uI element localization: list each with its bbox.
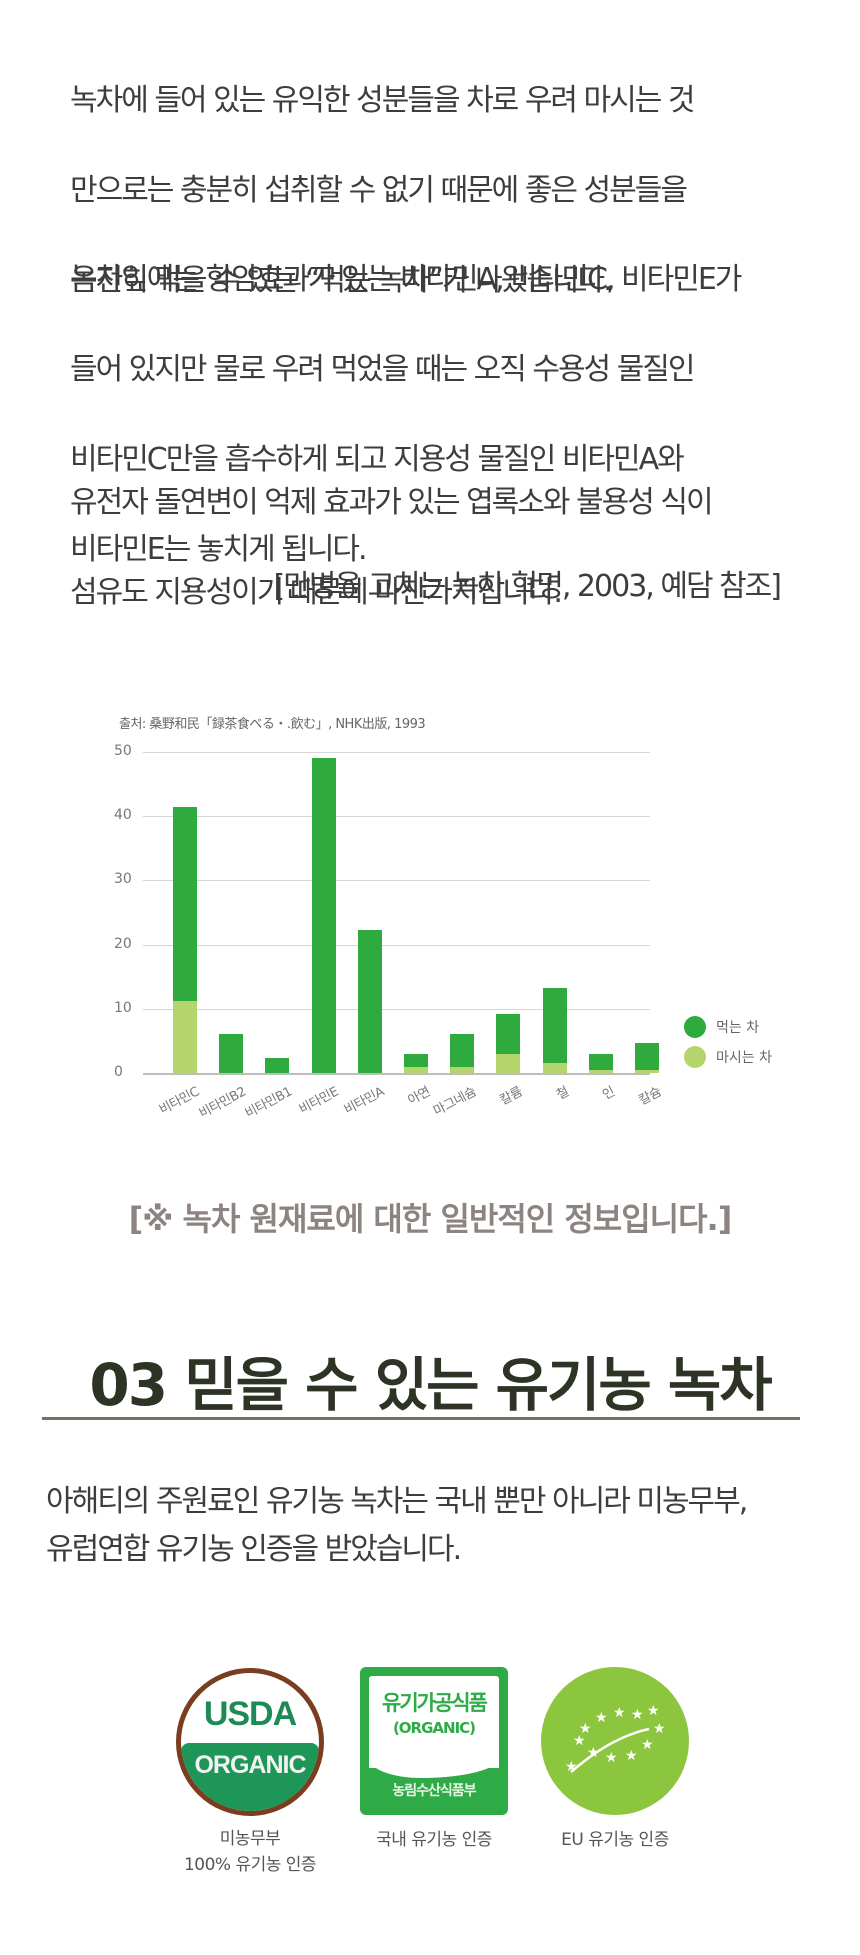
x-tick-label: 칼륨: [498, 1084, 526, 1109]
text-line: 녹차에 들어 있는 유익한 성분들을 차로 우려 마시는 것: [70, 83, 695, 118]
paragraph-vitamins: 녹차잎에는 항암효과가 있는 비타민A, 비타민C, 비타민E가 들어 있지만 …: [70, 212, 742, 617]
cert-label: 국내 유기농 인증: [349, 1827, 519, 1853]
cert-label-line: 미농무부: [219, 1829, 281, 1849]
gridline: [143, 816, 650, 818]
citation: [만병을 고치는 녹차 혁명, 2003, 예담 참조]: [273, 569, 782, 604]
bar-비타민C: [173, 806, 197, 1073]
section-title: 03 믿을 수 있는 유기농 녹차: [89, 1351, 772, 1419]
text-line: 비타민E는 놓치게 됩니다.: [70, 532, 368, 567]
logo-text: (ORGANIC): [392, 1719, 476, 1737]
y-tick-label: 50: [114, 743, 132, 759]
text-line: 섬유도 지용성이기 때문에 마찬가지입니다.: [70, 575, 563, 610]
x-tick-label: 비타민C: [156, 1084, 202, 1118]
y-tick-label: 20: [114, 935, 132, 952]
svg-text:★: ★: [565, 1759, 578, 1775]
logo-text: 유기가공식품: [382, 1691, 488, 1715]
legend-item-drinking-tea: 마시는 차: [684, 1042, 772, 1072]
svg-text:★: ★: [595, 1710, 608, 1726]
bar-칼륨: [496, 1013, 521, 1073]
legend-label: 먹는 차: [716, 1020, 760, 1036]
x-tick-label: 칼슘: [636, 1084, 664, 1109]
svg-text:★: ★: [587, 1745, 600, 1761]
svg-text:★: ★: [605, 1750, 618, 1766]
bar-마그네슘: [450, 1034, 475, 1073]
text-line: 들어 있지만 물로 우려 먹었을 때는 오직 수용성 물질인: [70, 352, 696, 387]
gridline: [143, 1073, 650, 1075]
bar-인: [588, 1054, 613, 1073]
korea-organic-logo-icon: 유기가공식품 (ORGANIC) 농림수산식품부: [360, 1667, 508, 1815]
x-tick-label: 비타민A: [341, 1084, 387, 1118]
x-tick-label: 인: [600, 1084, 618, 1104]
legend-dot-icon: [684, 1016, 706, 1038]
gridline: [143, 880, 650, 882]
gridline: [143, 944, 650, 946]
cert-label-line: 100% 유기농 인증: [183, 1855, 317, 1875]
usda-organic-logo-icon: USDA ORGANIC: [176, 1668, 324, 1816]
bar-아연: [404, 1054, 428, 1073]
svg-text:★: ★: [653, 1721, 666, 1737]
x-tick-label: 비타민E: [296, 1084, 341, 1118]
bar-비타민B2: [219, 1034, 244, 1073]
chart-source: 출처: 桑野和民「録茶食べる・.飲む」, NHK出版, 1993: [119, 717, 426, 732]
legend-dot-icon: [684, 1046, 706, 1068]
svg-text:★: ★: [647, 1703, 660, 1719]
x-tick-label: 철: [554, 1084, 572, 1104]
gridline: [143, 1008, 650, 1010]
x-tick-label: 아연: [405, 1084, 433, 1109]
legend-item-eating-tea: 먹는 차: [684, 1012, 772, 1042]
text-line: 아해티의 주원료인 유기농 녹차는 국내 뿐만 아니라 미농무부,: [46, 1484, 748, 1519]
logo-text: USDA: [203, 1695, 297, 1733]
y-tick-label: 0: [114, 1064, 123, 1080]
svg-text:★: ★: [573, 1733, 586, 1749]
cert-label-line: EU 유기농 인증: [561, 1830, 669, 1850]
paragraph-eating-tea: 녹차에 들어 있는 유익한 성분들을 차로 우려 마시는 것 만으로는 충분히 …: [70, 33, 695, 348]
bar-철: [542, 987, 567, 1073]
cert-label-line: 국내 유기농 인증: [376, 1830, 492, 1850]
text-line: 유럽연합 유기농 인증을 받았습니다.: [46, 1532, 462, 1567]
y-tick-label: 40: [114, 807, 132, 824]
paragraph-chlorophyll: 유전자 돌연변이 억제 효과가 있는 엽록소와 불용성 식이 섬유도 지용성이기…: [70, 435, 714, 660]
svg-text:★: ★: [613, 1705, 626, 1721]
legend-label: 마시는 차: [716, 1050, 772, 1066]
bar-비타민E: [311, 758, 336, 1073]
bar-칼슘: [635, 1042, 659, 1073]
x-tick-label: 마그네슘: [431, 1084, 480, 1120]
text-line: 녹차잎에는 항암효과가 있는 비타민A, 비타민C, 비타민E가: [70, 262, 742, 297]
svg-text:★: ★: [641, 1737, 654, 1753]
svg-text:★: ★: [631, 1707, 644, 1723]
section-divider: [42, 1417, 800, 1420]
text-line: 만으로는 충분히 섭취할 수 없기 때문에 좋은 성분들을: [70, 173, 688, 208]
bar-비타민A: [357, 929, 382, 1073]
text-line: 유전자 돌연변이 억제 효과가 있는 엽록소와 불용성 식이: [70, 485, 714, 520]
y-tick-label: 10: [114, 999, 132, 1016]
cert-label: 미농무부 100% 유기농 인증: [168, 1826, 332, 1878]
chart-legend: 먹는 차 마시는 차: [684, 1012, 772, 1072]
cert-eu: ★ ★ ★ ★ ★ ★ ★ ★ ★ ★ ★ ★ EU 유기농 인증: [530, 1667, 700, 1853]
logo-text: 농림수산식품부: [392, 1783, 476, 1799]
eu-organic-leaf-logo-icon: ★ ★ ★ ★ ★ ★ ★ ★ ★ ★ ★ ★: [541, 1667, 689, 1815]
svg-text:★: ★: [625, 1748, 638, 1764]
x-tick-label: 비타민B1: [242, 1084, 295, 1122]
bar-비타민B1: [265, 1058, 290, 1073]
svg-text:★: ★: [579, 1721, 592, 1737]
cert-usda: USDA ORGANIC 미농무부 100% 유기농 인증: [168, 1668, 332, 1878]
cert-korea: 유기가공식품 (ORGANIC) 농림수산식품부 국내 유기농 인증: [349, 1667, 519, 1853]
x-tick-label: 비타민B2: [196, 1084, 249, 1122]
section-intro: 아해티의 주원료인 유기농 녹차는 국내 뿐만 아니라 미농무부, 유럽연합 유…: [46, 1478, 748, 1574]
y-tick-label: 30: [114, 871, 132, 888]
logo-text: ORGANIC: [194, 1751, 306, 1779]
gridline: [143, 752, 650, 753]
text-line: 비타민C만을 흡수하게 되고 지용성 물질인 비타민A와: [70, 442, 685, 477]
cert-label: EU 유기농 인증: [530, 1827, 700, 1853]
info-note: [※ 녹차 원재료에 대한 일반적인 정보입니다.]: [128, 1200, 733, 1238]
text-line: 온전히 먹을 수 있는 “먹는 녹차”가 나왔습니다.: [70, 263, 613, 298]
